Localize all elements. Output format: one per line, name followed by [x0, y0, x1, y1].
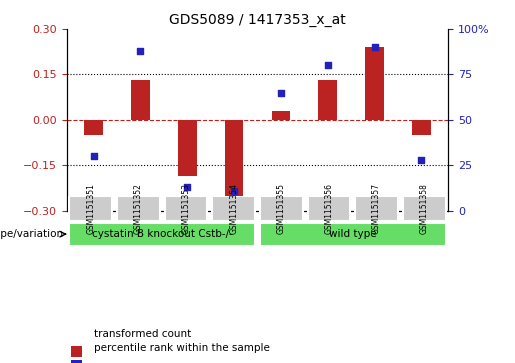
- FancyBboxPatch shape: [307, 196, 350, 221]
- Bar: [71, 360, 82, 363]
- Point: [417, 157, 425, 163]
- Point: [370, 44, 379, 50]
- Text: wild type: wild type: [329, 229, 376, 239]
- FancyBboxPatch shape: [212, 196, 255, 221]
- FancyBboxPatch shape: [260, 223, 445, 245]
- Point: [230, 188, 238, 193]
- Bar: [84, 120, 103, 135]
- Bar: [131, 81, 150, 120]
- Title: GDS5089 / 1417353_x_at: GDS5089 / 1417353_x_at: [169, 13, 346, 26]
- Bar: [178, 120, 197, 176]
- Text: GSM1151355: GSM1151355: [277, 183, 286, 234]
- Point: [277, 90, 285, 95]
- Bar: [412, 120, 431, 135]
- FancyBboxPatch shape: [260, 196, 303, 221]
- Text: percentile rank within the sample: percentile rank within the sample: [94, 343, 269, 354]
- Bar: [271, 111, 290, 120]
- Point: [183, 184, 192, 190]
- FancyBboxPatch shape: [70, 196, 112, 221]
- Bar: [318, 79, 337, 120]
- Text: GSM1151356: GSM1151356: [324, 183, 333, 234]
- Text: cystatin B knockout Cstb-/-: cystatin B knockout Cstb-/-: [92, 229, 233, 239]
- Text: transformed count: transformed count: [94, 329, 191, 339]
- Text: GSM1151351: GSM1151351: [87, 183, 95, 234]
- Point: [90, 153, 98, 159]
- Point: [323, 62, 332, 68]
- FancyBboxPatch shape: [165, 196, 208, 221]
- Bar: [365, 47, 384, 120]
- FancyBboxPatch shape: [70, 223, 255, 245]
- Text: GSM1151354: GSM1151354: [229, 183, 238, 234]
- Bar: [225, 120, 244, 200]
- Text: GSM1151353: GSM1151353: [182, 183, 191, 234]
- Bar: [71, 346, 82, 357]
- FancyBboxPatch shape: [355, 196, 398, 221]
- Text: genotype/variation: genotype/variation: [0, 229, 64, 239]
- Text: GSM1151358: GSM1151358: [420, 183, 428, 234]
- FancyBboxPatch shape: [403, 196, 445, 221]
- FancyBboxPatch shape: [117, 196, 160, 221]
- Text: GSM1151352: GSM1151352: [134, 183, 143, 234]
- Text: GSM1151357: GSM1151357: [372, 183, 381, 234]
- Point: [136, 48, 145, 54]
